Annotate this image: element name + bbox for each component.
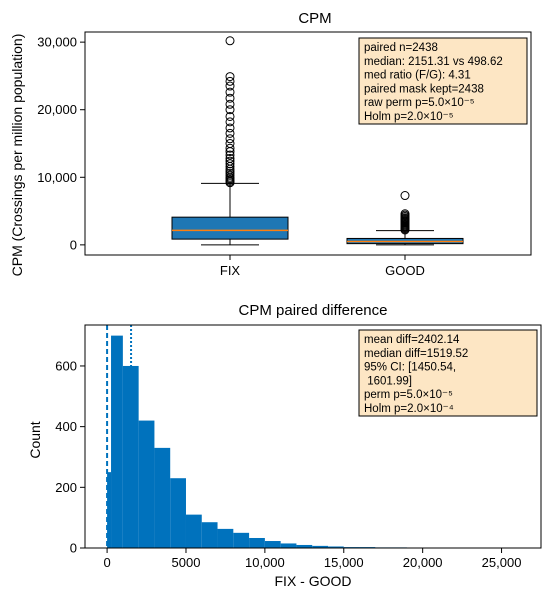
x-tick-label: GOOD — [385, 263, 425, 278]
outlier-point — [225, 36, 235, 46]
boxplot-plot-frame — [84, 31, 532, 256]
outlier-point — [225, 134, 235, 144]
histogram-marks — [106, 325, 518, 548]
boxplot-stats-annotation: paired n=2438 median: 2151.31 vs 498.62 me… — [358, 37, 528, 125]
x-tick-label: 20,000 — [403, 555, 443, 570]
histogram-y-axis-label: Count — [27, 421, 43, 458]
outlier-point — [225, 139, 235, 148]
annotation-line: paired mask kept=2438 — [364, 83, 484, 95]
x-tick-label: 5000 — [172, 555, 201, 570]
box-good — [346, 191, 464, 246]
boxplot-marks — [171, 36, 464, 246]
histogram-bar — [233, 532, 250, 548]
histogram-bar — [170, 478, 186, 548]
outlier-point — [225, 93, 235, 103]
histogram-bar — [185, 514, 202, 548]
x-tick-label: 25,000 — [482, 555, 522, 570]
histogram-bar — [312, 545, 328, 548]
annotation-line: 1601.99] — [364, 375, 412, 387]
histogram-bar — [296, 544, 313, 548]
y-tick-label: 400 — [55, 419, 77, 434]
outlier-point — [225, 153, 235, 163]
outlier-point — [225, 99, 235, 109]
histogram-bar — [217, 528, 234, 548]
outlier-point — [225, 156, 235, 166]
boxplot-panel: CPM CPM (Crossings per million populatio… — [9, 10, 532, 278]
histogram-bar — [122, 365, 139, 548]
outlier-point — [225, 159, 235, 169]
histogram-panel: CPM paired difference Count FIX - GOOD 0… — [27, 302, 542, 589]
outlier-point — [400, 209, 410, 219]
outlier-point — [225, 128, 235, 138]
histogram-ticks: 0 5000 10,000 15,000 20,000 25,000 0 200 400 600 — [55, 358, 521, 570]
annotation-line: Holm p=2.0×10⁻⁴ — [364, 403, 454, 415]
histogram-bar — [249, 537, 265, 548]
histogram-bar — [154, 447, 171, 548]
outlier-point — [225, 87, 235, 97]
boxplot-title: CPM — [298, 10, 331, 27]
outlier-point — [225, 76, 235, 86]
annotation-line: median diff=1519.52 — [364, 348, 468, 360]
x-tick-label: FIX — [220, 263, 241, 278]
boxplot-y-axis-label: CPM (Crossings per million population) — [9, 34, 25, 277]
histogram-bar — [201, 522, 218, 548]
outlier-point — [400, 191, 410, 201]
box-fix — [171, 36, 289, 246]
histogram-x-axis-label: FIX - GOOD — [275, 573, 352, 589]
annotation-line: perm p=5.0×10⁻⁵ — [364, 389, 453, 401]
y-tick-label: 10,000 — [37, 170, 77, 185]
annotation-line: raw perm p=5.0×10⁻⁵ — [364, 97, 475, 109]
y-tick-label: 20,000 — [37, 102, 77, 117]
outlier-point — [225, 143, 235, 153]
annotation-line: paired n=2438 — [364, 42, 438, 54]
histogram-annotation-text: mean diff=2402.14 median diff=1519.52 95% … — [364, 334, 468, 415]
annotation-line: median: 2151.31 vs 498.62 — [364, 56, 503, 68]
box-iqr — [171, 216, 289, 240]
histogram-annotation-box — [358, 329, 538, 417]
boxplot-ticks: FIX GOOD 0 10,000 20,000 30,000 — [37, 35, 425, 278]
boxplot-annotation-box — [358, 37, 528, 125]
histogram-bar — [107, 472, 112, 548]
outlier-point — [225, 123, 235, 133]
y-tick-label: 200 — [55, 480, 77, 495]
annotation-line: Holm p=2.0×10⁻⁵ — [364, 111, 454, 123]
y-tick-label: 0 — [70, 541, 77, 556]
histogram-bar — [138, 420, 155, 548]
outlier-point — [225, 111, 235, 121]
histogram-bar — [280, 543, 297, 548]
outlier-point — [225, 72, 235, 82]
outlier-point — [225, 150, 235, 160]
annotation-line: mean diff=2402.14 — [364, 334, 460, 346]
histogram-plot-frame — [84, 324, 542, 549]
histogram-bar — [327, 546, 344, 548]
histogram-title: CPM paired difference — [239, 302, 388, 319]
boxplot-annotation-text: paired n=2438 median: 2151.31 vs 498.62 me… — [364, 42, 503, 123]
histogram-bar — [111, 335, 123, 548]
x-tick-label: 10,000 — [245, 555, 285, 570]
y-tick-label: 600 — [55, 358, 77, 373]
y-tick-label: 30,000 — [37, 35, 77, 50]
annotation-line: med ratio (F/G): 4.31 — [364, 70, 471, 82]
histogram-stats-annotation: mean diff=2402.14 median diff=1519.52 95% … — [358, 329, 538, 417]
histogram-bar — [264, 541, 281, 548]
x-tick-label: 15,000 — [324, 555, 364, 570]
annotation-line: 95% CI: [1450.54, — [364, 362, 456, 374]
outlier-point — [225, 81, 235, 91]
y-tick-label: 0 — [70, 237, 77, 252]
outlier-point — [225, 117, 235, 127]
outlier-point — [225, 105, 235, 115]
x-tick-label: 0 — [103, 555, 110, 570]
